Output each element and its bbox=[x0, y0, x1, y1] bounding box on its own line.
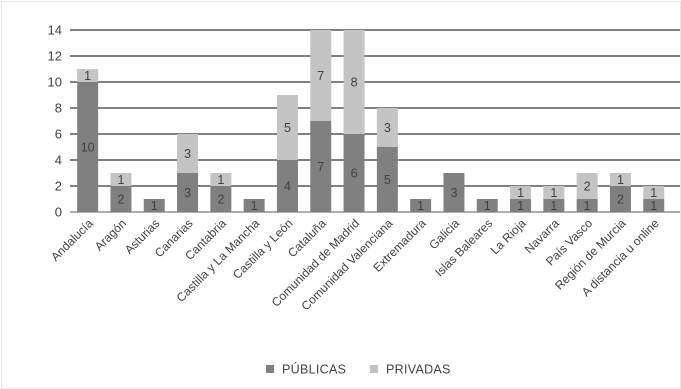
bar-privadas bbox=[210, 173, 232, 186]
bar-privadas bbox=[110, 173, 132, 186]
bar-privadas bbox=[510, 186, 532, 199]
bar-publicas bbox=[343, 134, 365, 212]
bar-publicas bbox=[310, 121, 332, 212]
data-label: 1 bbox=[584, 199, 591, 213]
bar-publicas bbox=[376, 147, 398, 212]
bar-publicas bbox=[609, 186, 631, 212]
data-label: 8 bbox=[351, 76, 358, 90]
bar-privadas bbox=[543, 186, 565, 199]
bar-privadas bbox=[343, 30, 365, 134]
bar-publicas bbox=[210, 186, 232, 212]
data-label: 3 bbox=[384, 121, 391, 135]
data-label: 4 bbox=[284, 180, 291, 194]
data-label: 5 bbox=[284, 121, 291, 135]
bar-publicas bbox=[510, 199, 532, 212]
y-tick-label: 12 bbox=[48, 49, 62, 64]
bar-publicas bbox=[77, 82, 99, 212]
data-label: 2 bbox=[217, 193, 224, 207]
bar-publicas bbox=[576, 199, 598, 212]
bar-publicas bbox=[110, 186, 132, 212]
data-label: 3 bbox=[184, 147, 191, 161]
data-label: 1 bbox=[417, 199, 424, 213]
data-label: 1 bbox=[550, 199, 557, 213]
data-label: 2 bbox=[617, 193, 624, 207]
bar-publicas bbox=[443, 173, 465, 212]
x-category-label: Andalucía bbox=[48, 216, 96, 264]
data-label: 1 bbox=[484, 199, 491, 213]
bar-publicas bbox=[276, 160, 298, 212]
data-label: 1 bbox=[650, 186, 657, 200]
bar-privadas bbox=[376, 108, 398, 147]
legend-swatch-privadas bbox=[370, 365, 378, 373]
y-tick-label: 14 bbox=[48, 23, 62, 38]
data-label: 1 bbox=[650, 199, 657, 213]
y-tick-label: 8 bbox=[55, 101, 62, 116]
bar-publicas bbox=[643, 199, 665, 212]
data-label: 5 bbox=[384, 173, 391, 187]
data-label: 7 bbox=[317, 69, 324, 83]
data-label: 1 bbox=[84, 69, 91, 83]
bar-privadas bbox=[310, 30, 332, 121]
data-label: 7 bbox=[317, 160, 324, 174]
bar-privadas bbox=[276, 95, 298, 160]
data-label: 3 bbox=[450, 186, 457, 200]
data-label: 1 bbox=[517, 186, 524, 200]
bar-publicas bbox=[177, 173, 199, 212]
data-label: 1 bbox=[117, 173, 124, 187]
y-tick-label: 4 bbox=[55, 153, 62, 168]
bar-privadas bbox=[643, 186, 665, 199]
data-label: 1 bbox=[617, 173, 624, 187]
data-label: 2 bbox=[584, 180, 591, 194]
bar-publicas bbox=[143, 199, 165, 212]
legend-label-privadas: PRIVADAS bbox=[386, 363, 451, 377]
data-label: 1 bbox=[550, 186, 557, 200]
data-label: 1 bbox=[217, 173, 224, 187]
y-tick-label: 0 bbox=[55, 205, 62, 220]
y-tick-label: 10 bbox=[48, 75, 62, 90]
bar-publicas bbox=[476, 199, 498, 212]
legend-swatch-publicas bbox=[266, 365, 274, 373]
bar-privadas bbox=[576, 173, 598, 199]
x-category-label: La Rioja bbox=[488, 216, 529, 257]
bar-publicas bbox=[543, 199, 565, 212]
data-label: 1 bbox=[251, 199, 258, 213]
bar-publicas bbox=[410, 199, 432, 212]
data-label: 10 bbox=[81, 141, 95, 155]
data-label: 1 bbox=[517, 199, 524, 213]
data-label: 2 bbox=[117, 193, 124, 207]
bar-privadas bbox=[77, 69, 99, 82]
bar-privadas bbox=[609, 173, 631, 186]
bar-privadas bbox=[177, 134, 199, 173]
legend-label-publicas: PÚBLICAS bbox=[282, 362, 346, 377]
data-label: 6 bbox=[351, 167, 358, 181]
bar-publicas bbox=[243, 199, 265, 212]
data-label: 1 bbox=[151, 199, 158, 213]
y-tick-label: 2 bbox=[55, 179, 62, 194]
data-label: 3 bbox=[184, 186, 191, 200]
y-tick-label: 6 bbox=[55, 127, 62, 142]
